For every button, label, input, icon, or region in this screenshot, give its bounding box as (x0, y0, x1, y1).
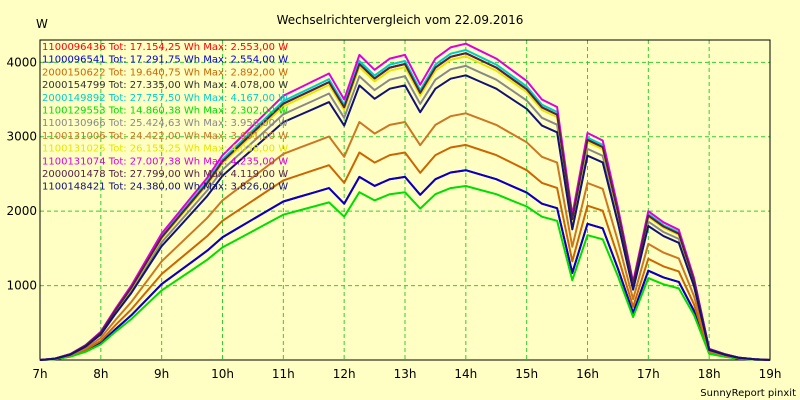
footer-credit: SunnyReport pinxit (700, 388, 796, 399)
y-tick-label: 3000 (6, 130, 37, 144)
x-tick-label: 13h (394, 367, 417, 381)
series-line-1100096541 (39, 169, 771, 361)
y-axis-unit-label: W (36, 17, 48, 31)
legend-entry: 2000001478 Tot: 27.799,00 Wh Max: 4.119,… (42, 169, 288, 180)
legend-entry: 1100130966 Tot: 25.424,63 Wh Max: 3.956,… (42, 118, 288, 129)
x-tick-label: 16h (576, 367, 599, 381)
x-tick-label: 11h (272, 367, 295, 381)
series-line-2000001478 (39, 52, 771, 361)
x-tick-label: 8h (93, 367, 108, 381)
series-line-1100131006 (39, 112, 771, 361)
series-lines (39, 42, 771, 361)
legend-entry: 1100131074 Tot: 27.007,38 Wh Max: 4.235,… (42, 156, 288, 167)
legend-entry: 2000150622 Tot: 19.640,75 Wh Max: 2.892,… (42, 67, 288, 78)
x-tick-label: 7h (32, 367, 47, 381)
x-tick-label: 12h (333, 367, 356, 381)
x-tick-label: 9h (154, 367, 169, 381)
legend-entry: 1100096541 Tot: 17.291,75 Wh Max: 2.554,… (42, 55, 288, 66)
y-tick-label: 2000 (6, 204, 37, 218)
legend: 1100096436 Tot: 17.154,25 Wh Max: 2.553,… (42, 42, 288, 193)
y-tick-label: 1000 (6, 279, 37, 293)
axes: 7h 8h 9h 10h 11h 12h 13h 14h 15h 16h 17h 18h 19h 1000… (6, 39, 782, 381)
series-line-1100148421 (39, 74, 771, 361)
x-tick-label: 10h (211, 367, 234, 381)
x-tick-label: 17h (637, 367, 660, 381)
legend-entry: 1100096436 Tot: 17.154,25 Wh Max: 2.553,… (42, 42, 288, 53)
plot-frame (39, 39, 771, 361)
legend-entry: 1100131025 Tot: 26.155,25 Wh Max: 4.038,… (42, 144, 288, 155)
y-tick-label: 4000 (6, 55, 37, 69)
legend-entry: 2000149892 Tot: 27.757,50 Wh Max: 4.167,… (42, 93, 288, 104)
legend-entry: 2000154799 Tot: 27.335,00 Wh Max: 4.078,… (42, 80, 288, 91)
series-line-2000150622 (39, 143, 771, 361)
x-tick-label: 18h (698, 367, 721, 381)
series-line-1100129553 (39, 185, 771, 361)
series-line-1100131074 (39, 42, 771, 361)
x-tick-label: 15h (515, 367, 538, 381)
chart-title: Wechselrichtervergleich vom 22.09.2016 (277, 13, 524, 27)
legend-entry: 1100129553 Tot: 14.860,38 Wh Max: 2.302,… (42, 106, 288, 117)
x-tick-label: 14h (454, 367, 477, 381)
x-tick-label: 19h (759, 367, 782, 381)
legend-entry: 1100148421 Tot: 24.380,00 Wh Max: 3.826,… (42, 182, 288, 193)
legend-entry: 1100131006 Tot: 24.422,00 Wh Max: 3.691,… (42, 131, 288, 142)
